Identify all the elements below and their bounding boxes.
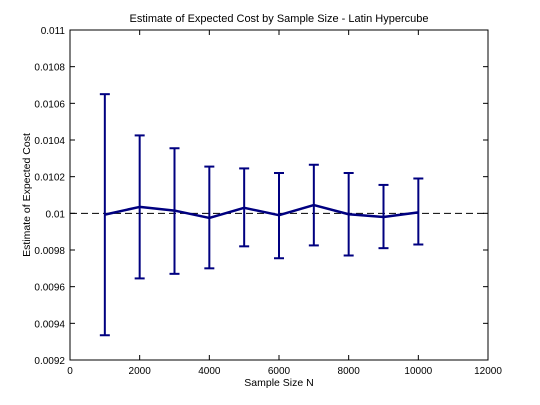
x-axis-label: Sample Size N (244, 377, 313, 389)
y-axis-label: Estimate of Expected Cost (21, 133, 33, 257)
series-line (104, 203, 419, 220)
y-tick-label: 0.0092 (34, 356, 65, 367)
x-tick-label: 10000 (404, 366, 432, 377)
y-axis: 0.0092 0.0094 0.0096 0.0098 0.01 0.0102 0.0104… (34, 26, 488, 367)
x-tick-label: 2000 (129, 366, 152, 377)
y-tick-label: 0.0102 (34, 173, 65, 184)
x-tick-label: 4000 (198, 366, 221, 377)
y-tick-label: 0.0106 (34, 99, 65, 110)
plot-area (70, 93, 488, 337)
y-tick-label: 0.0104 (34, 136, 65, 147)
x-tick-label: 6000 (268, 366, 291, 377)
y-tick-label: 0.0096 (34, 283, 65, 294)
x-tick-label: 12000 (474, 366, 502, 377)
x-tick-label: 8000 (338, 366, 361, 377)
y-tick-label: 0.01 (46, 209, 66, 220)
x-tick-label: 0 (67, 366, 73, 377)
chart-title: Estimate of Expected Cost by Sample Size… (130, 13, 429, 25)
y-tick-label: 0.011 (41, 26, 66, 37)
y-tick-label: 0.0108 (34, 63, 65, 74)
y-tick-label: 0.0094 (34, 319, 65, 330)
x-axis: 0 2000 4000 6000 8000 10000 12000 (67, 30, 502, 377)
y-tick-label: 0.0098 (34, 246, 65, 257)
